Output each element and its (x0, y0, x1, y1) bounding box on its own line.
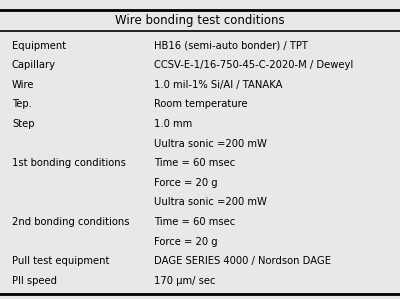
Text: CCSV-E-1/16-750-45-C-2020-M / Deweyl: CCSV-E-1/16-750-45-C-2020-M / Deweyl (154, 60, 353, 70)
Text: HB16 (semi-auto bonder) / TPT: HB16 (semi-auto bonder) / TPT (154, 41, 308, 51)
Text: Wire: Wire (12, 80, 34, 90)
Text: Room temperature: Room temperature (154, 100, 248, 109)
Text: 1.0 mm: 1.0 mm (154, 119, 192, 129)
Text: Pull test equipment: Pull test equipment (12, 256, 109, 266)
Text: 170 μm/ sec: 170 μm/ sec (154, 276, 216, 286)
Text: Force = 20 g: Force = 20 g (154, 178, 218, 188)
Text: Wire bonding test conditions: Wire bonding test conditions (115, 14, 285, 27)
Text: 1.0 mil-1% Si/Al / TANAKA: 1.0 mil-1% Si/Al / TANAKA (154, 80, 282, 90)
Text: DAGE SERIES 4000 / Nordson DAGE: DAGE SERIES 4000 / Nordson DAGE (154, 256, 331, 266)
Text: 2nd bonding conditions: 2nd bonding conditions (12, 217, 130, 227)
Text: Uultra sonic =200 mW: Uultra sonic =200 mW (154, 197, 267, 208)
Text: Pll speed: Pll speed (12, 276, 57, 286)
Text: Time = 60 msec: Time = 60 msec (154, 217, 235, 227)
Text: Tep.: Tep. (12, 100, 32, 109)
Text: Force = 20 g: Force = 20 g (154, 237, 218, 247)
Text: Uultra sonic =200 mW: Uultra sonic =200 mW (154, 139, 267, 149)
Text: Time = 60 msec: Time = 60 msec (154, 158, 235, 168)
Text: 1st bonding conditions: 1st bonding conditions (12, 158, 126, 168)
Text: Capillary: Capillary (12, 60, 56, 70)
Text: Step: Step (12, 119, 34, 129)
Text: Equipment: Equipment (12, 41, 66, 51)
